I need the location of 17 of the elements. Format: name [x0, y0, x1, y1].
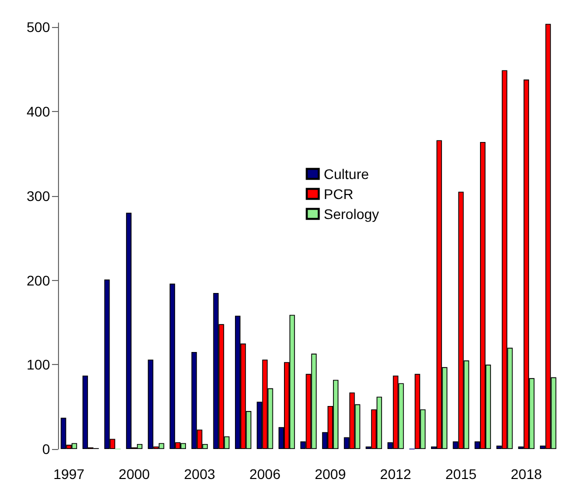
x-tick-label: 2006	[249, 466, 281, 482]
y-tick-label: 300	[26, 188, 50, 204]
x-tick-label: 2009	[314, 466, 346, 482]
legend-label: PCR	[324, 186, 354, 202]
x-tick-label: 2015	[445, 466, 477, 482]
x-tick-label: 2012	[380, 466, 412, 482]
y-tick-label: 400	[26, 104, 50, 120]
legend-label: Serology	[324, 206, 380, 222]
x-tick-label: 2000	[118, 466, 150, 482]
x-tick-label: 1997	[53, 466, 85, 482]
x-tick-label: 2003	[184, 466, 216, 482]
legend-label: Culture	[324, 166, 370, 182]
y-tick-label: 500	[26, 19, 50, 36]
x-tick-label: 2018	[510, 466, 542, 482]
y-tick-label: 0	[42, 441, 50, 457]
y-tick-label: 200	[26, 272, 50, 288]
y-tick-label: 100	[26, 356, 50, 373]
